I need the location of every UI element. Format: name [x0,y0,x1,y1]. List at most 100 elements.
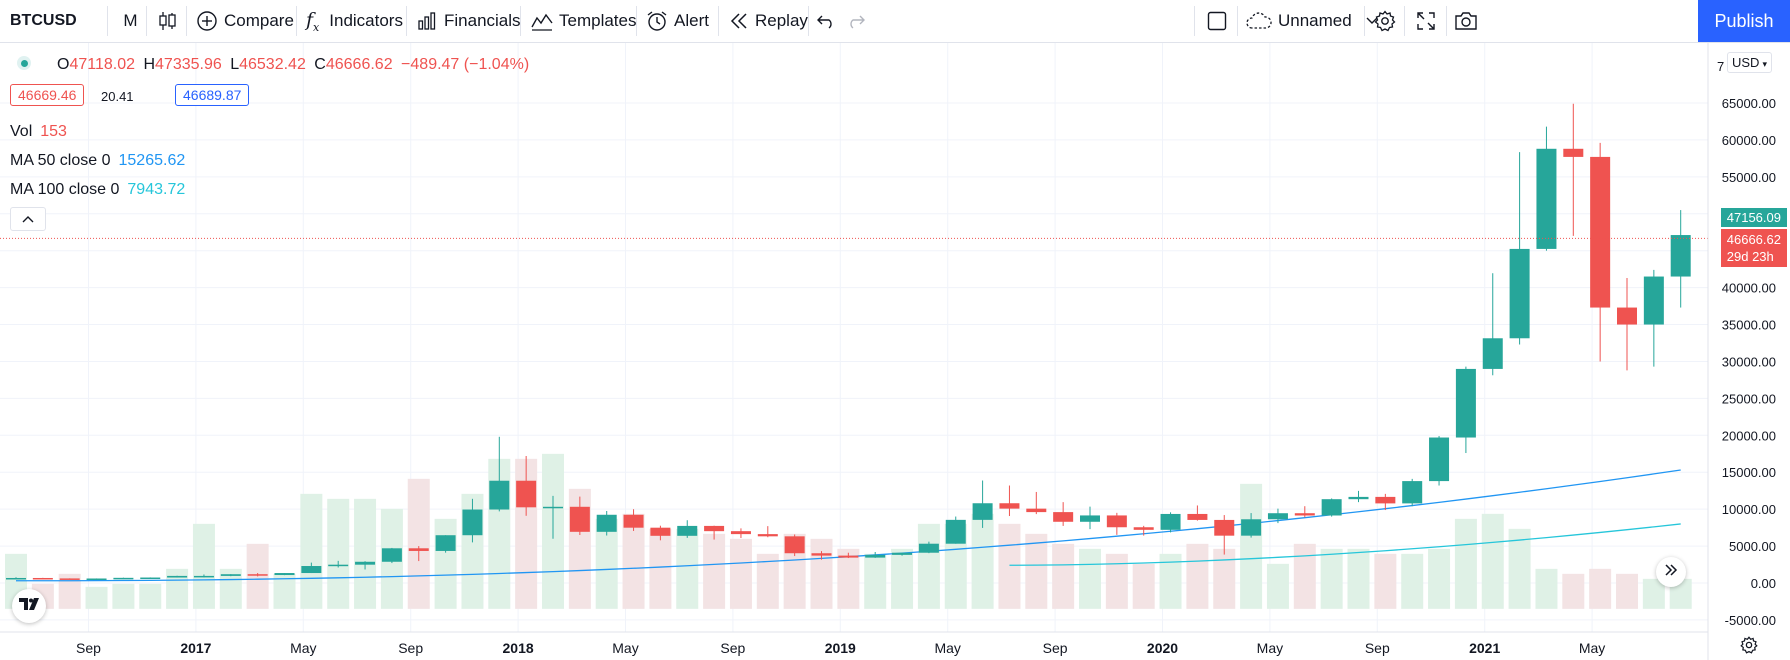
volume-bar [756,553,779,609]
chevron-down-icon: ▾ [1762,59,1767,69]
chart-grid [0,43,1708,632]
candle-body [220,574,241,576]
volume-legend[interactable]: Vol 153 [10,123,67,141]
templates-button[interactable]: Templates [531,0,636,42]
layout-select-button[interactable] [1207,0,1227,42]
interval-button[interactable]: M [118,0,143,42]
replay-button[interactable]: Replay [729,0,808,42]
indicators-label: Indicators [329,11,403,30]
plus-circle-icon [196,10,218,32]
ohlc-high-label: H [143,56,156,73]
candle-body [516,480,537,508]
publish-label: Publish [1714,10,1774,31]
square-icon [1207,11,1227,31]
time-tick-label: May [612,640,638,656]
candle-body [811,553,832,556]
sell-price-box[interactable]: 46669.46 [10,84,85,106]
ohlc-low: 46532.42 [239,56,306,73]
candle-body [408,548,429,551]
financials-icon [417,11,437,31]
fx-icon: fx [306,8,320,34]
currency-label: USD [1732,55,1760,70]
candle-body [86,578,107,580]
time-tick-label: May [934,640,960,656]
candle-body [1482,338,1503,369]
publish-button[interactable]: Publish [1698,0,1790,42]
candle-body [623,514,644,528]
ma50-value: 15265.62 [118,152,186,169]
price-tick-label: 60000.00 [1722,133,1776,148]
volume-bar [354,498,377,609]
undo-icon [816,13,836,29]
volume-bar [58,573,81,609]
ohlc-open: 47118.02 [69,56,135,73]
volume-bar [139,583,162,609]
fullscreen-button[interactable] [1416,0,1436,42]
currency-select[interactable]: USD ▾ [1727,52,1772,73]
tradingview-logo[interactable] [12,589,46,623]
alert-button[interactable]: Alert [646,0,709,42]
ma100-label: MA 100 close 0 [10,181,120,198]
volume-bar [1079,548,1101,609]
volume-bar [1240,483,1263,609]
ma100-legend[interactable]: MA 100 close 0 7943.72 [10,181,185,199]
settings-button[interactable] [1374,0,1396,42]
ma50-legend[interactable]: MA 50 close 0 15265.62 [10,152,185,170]
financials-button[interactable]: Financials [417,0,521,42]
candle-body [1294,513,1315,516]
volume-bar [1105,553,1128,609]
market-status-icon[interactable] [17,56,31,70]
chart-settings-button[interactable] [1740,636,1758,659]
volume-bar [1213,548,1236,609]
candle-body [1187,513,1208,520]
undo-button[interactable] [816,0,836,42]
price-chart[interactable]: 65000.0060000.0055000.0050000.0045000.00… [0,43,1790,660]
scroll-to-realtime-button[interactable] [1656,557,1686,587]
chevron-up-icon [22,210,34,228]
interval-label: M [123,11,138,30]
volume-bar [1454,518,1477,609]
financials-label: Financials [444,11,521,30]
candle-body [328,564,349,567]
candle-body [113,577,134,580]
time-tick-label: May [290,640,316,656]
volume-bar [273,573,296,609]
top-toolbar: BTCUSD M Compare fx Indicators Financial… [0,0,1790,43]
ohlc-open-label: O [57,56,70,73]
redo-icon [846,13,866,29]
volume-bar [891,548,914,609]
volume-bar [192,523,215,609]
candle-body [1267,513,1288,520]
volume-bar [1132,563,1155,609]
volume-bar [1508,528,1531,609]
candle-body [301,566,322,574]
price-axis-bg [1708,43,1790,660]
volume-bar [1481,513,1504,609]
camera-icon [1454,11,1478,31]
snapshot-button[interactable] [1454,0,1478,42]
templates-icon [531,11,553,31]
volume-bar [1266,563,1289,609]
collapse-legend-button[interactable] [10,207,46,231]
candle-body [247,574,268,576]
volume-bar [1562,573,1585,609]
indicators-button[interactable]: fx Indicators [306,0,403,42]
volume-bar [649,528,672,609]
time-tick-label: Sep [720,640,745,656]
redo-button[interactable] [846,0,866,42]
volume-bar [1347,548,1370,609]
layout-name-label: Unnamed [1278,11,1352,30]
save-layout-button[interactable]: Unnamed [1246,0,1378,42]
buy-price-box[interactable]: 46689.87 [175,84,250,106]
symbol-search[interactable]: BTCUSD [10,0,77,42]
gear-icon [1740,636,1758,658]
candle-body [1106,515,1127,528]
compare-button[interactable]: Compare [196,0,294,42]
chart-style-button[interactable] [156,0,178,42]
candle-body [1133,527,1154,530]
candle-body [435,535,456,551]
ohlc-low-label: L [230,56,240,73]
fullscreen-icon [1416,11,1436,31]
candle-body [677,525,698,536]
candle-body [999,503,1020,509]
